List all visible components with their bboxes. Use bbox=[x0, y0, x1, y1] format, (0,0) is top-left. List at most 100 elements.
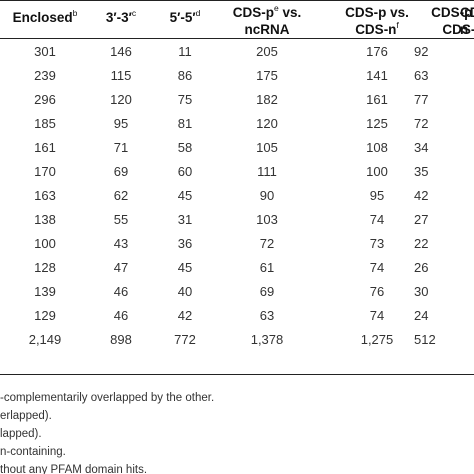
table-row: 138 55 31 103 74 27 bbox=[0, 208, 474, 232]
cell-5-5: 772 bbox=[174, 332, 196, 347]
cell-cdsp-ncrna: 63 bbox=[259, 308, 275, 323]
cell-cdsp-ncrna: 1,378 bbox=[250, 332, 284, 347]
cell-enclosed: 301 bbox=[34, 44, 56, 59]
cell-cdsp-cdsn: 73 bbox=[369, 236, 385, 251]
cell-3-3: 898 bbox=[110, 332, 132, 347]
cell-cdsp-cdsp: 34 bbox=[414, 140, 429, 155]
header-3-3-text: 3′-3′ bbox=[105, 10, 132, 25]
header-cdsn-cut: CDS n bbox=[460, 4, 474, 38]
table-row: 139 46 40 69 76 30 bbox=[0, 280, 474, 304]
cell-cdsp-cdsn: 74 bbox=[369, 212, 385, 227]
cell-cdsp-cdsp: 26 bbox=[414, 260, 429, 275]
header-cdsp-sup: e bbox=[273, 3, 279, 13]
cell-5-5: 11 bbox=[178, 44, 192, 59]
cell-cdsp-ncrna: 182 bbox=[256, 92, 278, 107]
cell-3-3: 146 bbox=[110, 44, 132, 59]
header-cdsp-vs-cdsp: CDS-p vs. CDS-p bbox=[414, 4, 474, 38]
cell-cdsp-cdsn: 1,275 bbox=[360, 332, 394, 347]
cell-cdsp-cdsn: 108 bbox=[366, 140, 388, 155]
cell-3-3: 115 bbox=[110, 68, 132, 83]
header-cdsp-vs-ncrna: CDS-pe vs. ncRNA bbox=[218, 4, 316, 38]
header-bottom-rule bbox=[0, 38, 474, 39]
cell-5-5: 60 bbox=[177, 164, 193, 179]
cell-cdsp-cdsp: 24 bbox=[414, 308, 429, 323]
table-row: 301 146 11 205 176 92 bbox=[0, 40, 474, 64]
cell-5-5: 42 bbox=[177, 308, 193, 323]
cell-cdsp-ncrna: 205 bbox=[256, 44, 278, 59]
cell-3-3: 47 bbox=[113, 260, 129, 275]
cell-cdsp-cdsp: 30 bbox=[414, 284, 429, 299]
cell-enclosed: 129 bbox=[34, 308, 56, 323]
table-row: 185 95 81 120 125 72 bbox=[0, 112, 474, 136]
cell-cdsp-cdsp: 77 bbox=[414, 92, 429, 107]
header-3-3-sup: c bbox=[131, 8, 137, 18]
cell-cdsp-ncrna: 90 bbox=[259, 188, 275, 203]
cell-cdsp-cdsp: 42 bbox=[414, 188, 429, 203]
cell-enclosed: 239 bbox=[34, 68, 56, 83]
header-cdsp-cdsp-line2: CDS-p bbox=[442, 22, 474, 37]
cell-cdsp-ncrna: 105 bbox=[256, 140, 278, 155]
cell-cdsp-cdsn: 100 bbox=[366, 164, 388, 179]
cell-5-5: 31 bbox=[177, 212, 193, 227]
table-row: 129 46 42 63 74 24 bbox=[0, 304, 474, 328]
table-row: 296 120 75 182 161 77 bbox=[0, 88, 474, 112]
cell-enclosed: 139 bbox=[34, 284, 56, 299]
cell-cdsp-cdsn: 76 bbox=[369, 284, 385, 299]
cell-enclosed: 170 bbox=[34, 164, 56, 179]
header-5-5-sup: d bbox=[195, 8, 201, 18]
header-5-5-text: 5′-5′ bbox=[169, 10, 196, 25]
table-row: 161 71 58 105 108 34 bbox=[0, 136, 474, 160]
header-cdsp-cdsn-sup: f bbox=[396, 20, 399, 30]
header-enclosed: Enclosedb bbox=[0, 9, 90, 26]
header-cdsp-vs-cdsn: CDS-p vs. CDS-nf bbox=[328, 4, 426, 38]
header-3-3: 3′-3′c bbox=[96, 9, 146, 26]
cell-cdsp-ncrna: 103 bbox=[256, 212, 278, 227]
cell-cdsp-cdsp: 27 bbox=[414, 212, 429, 227]
cell-5-5: 86 bbox=[177, 68, 193, 83]
header-cdsp-tail: vs. bbox=[278, 5, 302, 20]
header-cdsn-line1: CDS bbox=[460, 5, 474, 20]
footnote: lapped). bbox=[0, 428, 42, 440]
cell-enclosed: 128 bbox=[34, 260, 56, 275]
header-enclosed-sup: b bbox=[72, 8, 78, 18]
cell-cdsp-cdsn: 125 bbox=[366, 116, 388, 131]
table-row-total: 2,149 898 772 1,378 1,275 512 bbox=[0, 328, 474, 352]
cell-cdsp-ncrna: 175 bbox=[256, 68, 278, 83]
cell-cdsp-cdsn: 95 bbox=[369, 188, 385, 203]
cell-cdsp-cdsn: 74 bbox=[369, 260, 385, 275]
footnote: -complementarily overlapped by the other… bbox=[0, 392, 215, 404]
header-enclosed-text: Enclosed bbox=[12, 10, 73, 25]
header-cdsp-cdsp-line1: CDS-p vs. bbox=[431, 5, 474, 20]
cell-cdsp-cdsn: 141 bbox=[366, 68, 388, 83]
cell-3-3: 55 bbox=[113, 212, 129, 227]
header-5-5: 5′-5′d bbox=[160, 9, 210, 26]
cell-enclosed: 296 bbox=[34, 92, 56, 107]
header-cdsn-line2: n bbox=[460, 22, 469, 37]
cell-enclosed: 138 bbox=[34, 212, 56, 227]
table-row: 128 47 45 61 74 26 bbox=[0, 256, 474, 280]
cell-cdsp-ncrna: 120 bbox=[256, 116, 278, 131]
cell-cdsp-cdsn: 176 bbox=[366, 44, 388, 59]
cell-cdsp-cdsp: 72 bbox=[414, 116, 429, 131]
cell-5-5: 58 bbox=[177, 140, 193, 155]
footnote: thout any PFAM domain hits. bbox=[0, 464, 148, 474]
header-cdsp-cdsn-line1: CDS-p vs. bbox=[345, 5, 409, 20]
cell-enclosed: 161 bbox=[34, 140, 56, 155]
cell-3-3: 43 bbox=[113, 236, 129, 251]
cell-cdsp-cdsn: 161 bbox=[366, 92, 388, 107]
table-row: 100 43 36 72 73 22 bbox=[0, 232, 474, 256]
header-cdsp-line2: ncRNA bbox=[244, 22, 290, 37]
cell-3-3: 69 bbox=[113, 164, 129, 179]
cell-5-5: 81 bbox=[177, 116, 193, 131]
cell-cdsp-ncrna: 72 bbox=[259, 236, 275, 251]
table-row: 163 62 45 90 95 42 bbox=[0, 184, 474, 208]
header-cdsp-text: CDS-p bbox=[232, 5, 274, 20]
footnote: n-containing. bbox=[0, 446, 66, 458]
cell-5-5: 45 bbox=[177, 188, 193, 203]
cell-cdsp-ncrna: 111 bbox=[257, 164, 277, 179]
cell-5-5: 45 bbox=[177, 260, 193, 275]
cell-cdsp-ncrna: 61 bbox=[259, 260, 275, 275]
cell-3-3: 62 bbox=[113, 188, 129, 203]
cell-3-3: 46 bbox=[113, 284, 129, 299]
cell-5-5: 40 bbox=[177, 284, 193, 299]
